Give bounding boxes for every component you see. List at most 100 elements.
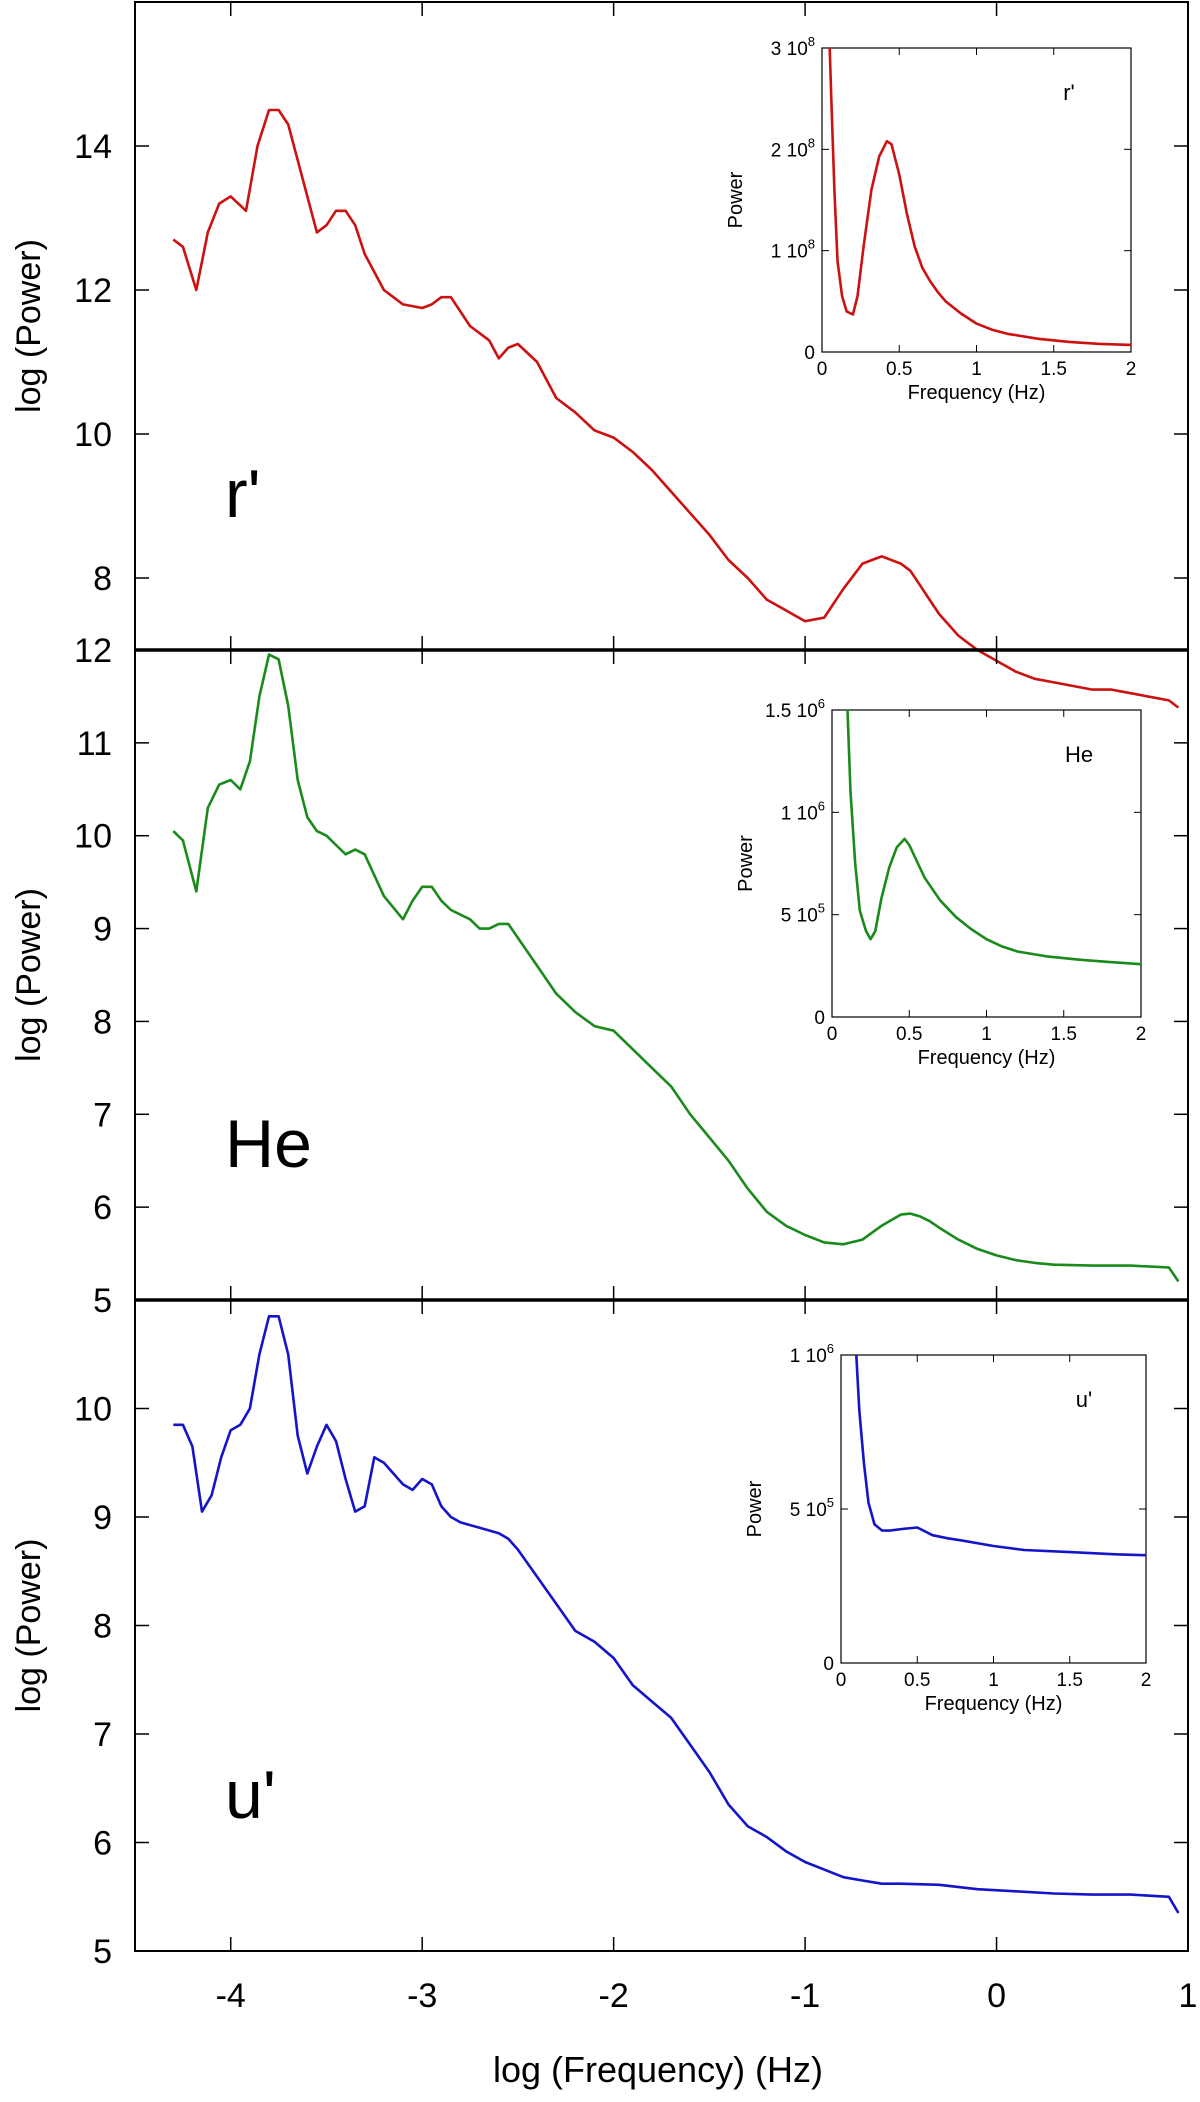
inset-y-tick-exponent: 5 bbox=[827, 1495, 834, 1510]
inset-y-tick-mantissa: 0 bbox=[823, 1654, 834, 1675]
inset-y-tick-label: 2 108 bbox=[771, 135, 815, 161]
inset-y-tick-exponent: 8 bbox=[808, 135, 815, 150]
x-tick-labels: -4 -3 -2 -1 0 1 bbox=[216, 1977, 1198, 2015]
y-tick-label: 7 bbox=[93, 1716, 112, 1754]
inset-y-axis-label: Power bbox=[725, 171, 747, 228]
inset-x-tick-label: 0.5 bbox=[896, 1024, 922, 1045]
y-tick-label: 8 bbox=[93, 1003, 112, 1041]
inset-y-tick-label: 1 108 bbox=[771, 237, 815, 263]
y-tick-label: 12 bbox=[74, 632, 112, 670]
inset-x-tick-label: 0 bbox=[827, 1024, 838, 1045]
y-axis-label: log (Power) bbox=[10, 1539, 48, 1713]
inset-y-tick-exponent: 8 bbox=[808, 237, 815, 252]
y-tick-label: 12 bbox=[74, 272, 112, 310]
x-tick-label: 0 bbox=[987, 1977, 1006, 2015]
inset-y-tick-mantissa: 5 10 bbox=[781, 906, 818, 927]
inset-series-line bbox=[828, 47, 1132, 347]
y-tick-label: 8 bbox=[93, 560, 112, 598]
inset-y-tick-label: 1 106 bbox=[781, 798, 825, 824]
inset-y-tick-label: 0 bbox=[814, 1008, 825, 1029]
y-tick-label: 9 bbox=[93, 911, 112, 949]
x-tick-label: -4 bbox=[216, 1977, 246, 2015]
inset-y-tick-exponent: 6 bbox=[818, 798, 825, 813]
inset-x-tick-label: 1 bbox=[981, 1024, 992, 1045]
y-tick-label: 10 bbox=[74, 416, 112, 454]
inset-x-tick-label: 0.5 bbox=[886, 359, 912, 380]
series-line-0 bbox=[172, 108, 1180, 709]
inset-y-axis-label: Power bbox=[735, 835, 757, 892]
inset-frame bbox=[840, 1354, 1147, 1664]
y-tick-label: 5 bbox=[93, 1933, 112, 1971]
x-tick-label: -2 bbox=[599, 1977, 629, 2015]
inset-frame bbox=[831, 709, 1142, 1018]
inset-x-tick-label: 0.5 bbox=[904, 1670, 930, 1691]
y-tick-label: 6 bbox=[93, 1189, 112, 1227]
inset-x-tick-label: 1 bbox=[971, 359, 982, 380]
inset-y-tick-label: 0 bbox=[804, 343, 815, 364]
inset-y-tick-label: 0 bbox=[823, 1654, 834, 1675]
inset-series-line bbox=[846, 709, 1142, 966]
inset-x-tick-label: 2 bbox=[1136, 1024, 1147, 1045]
x-tick-label: -3 bbox=[407, 1977, 437, 2015]
inset-y-axis-label: Power bbox=[744, 1480, 766, 1537]
inset-x-axis-label: Frequency (Hz) bbox=[918, 1047, 1056, 1069]
inset-y-tick-mantissa: 5 10 bbox=[790, 1500, 827, 1521]
inset-x-tick-label: 2 bbox=[1141, 1670, 1152, 1691]
inset-x-axis-label: Frequency (Hz) bbox=[925, 1693, 1063, 1715]
inset-y-tick-exponent: 6 bbox=[827, 1341, 834, 1356]
y-tick-label: 6 bbox=[93, 1825, 112, 1863]
y-tick-label: 8 bbox=[93, 1608, 112, 1646]
y-axis-label: log (Power) bbox=[10, 888, 48, 1062]
inset-x-tick-label: 1 bbox=[988, 1670, 999, 1691]
inset-y-tick-mantissa: 1 10 bbox=[781, 803, 818, 824]
inset-x-tick-label: 2 bbox=[1126, 359, 1137, 380]
panel-label: r' bbox=[225, 456, 261, 532]
y-tick-label: 10 bbox=[74, 818, 112, 856]
inset-x-tick-label: 1.5 bbox=[1041, 359, 1067, 380]
inset-x-tick-label: 1.5 bbox=[1057, 1670, 1083, 1691]
y-tick-label: 5 bbox=[93, 1282, 112, 1320]
inset-y-tick-mantissa: 3 10 bbox=[771, 39, 808, 60]
x-axis-label: log (Frequency) (Hz) bbox=[493, 2049, 823, 2090]
series-line-2 bbox=[173, 1315, 1180, 1914]
inset-y-tick-label: 3 108 bbox=[771, 34, 815, 60]
y-tick-label: 7 bbox=[93, 1096, 112, 1134]
inset-x-axis-label: Frequency (Hz) bbox=[908, 382, 1046, 404]
inset-y-tick-mantissa: 1 10 bbox=[790, 1346, 827, 1367]
x-tick-label: 1 bbox=[1179, 1977, 1198, 2015]
inset-x-tick-label: 0 bbox=[836, 1670, 847, 1691]
inset-x-tick-label: 1.5 bbox=[1051, 1024, 1077, 1045]
y-tick-label: 10 bbox=[74, 1391, 112, 1429]
inset-y-tick-mantissa: 1 10 bbox=[771, 242, 808, 263]
inset-name-label: He bbox=[1065, 742, 1093, 767]
inset-y-tick-exponent: 6 bbox=[818, 696, 825, 711]
inset-y-tick-mantissa: 0 bbox=[814, 1008, 825, 1029]
inset-y-tick-label: 5 105 bbox=[781, 901, 825, 927]
y-tick-label: 11 bbox=[77, 725, 112, 763]
x-tick-label: -1 bbox=[790, 1977, 820, 2015]
inset-y-tick-label: 1 106 bbox=[790, 1341, 834, 1367]
inset-y-tick-exponent: 5 bbox=[818, 901, 825, 916]
inset-y-tick-mantissa: 0 bbox=[804, 343, 815, 364]
inset-y-tick-mantissa: 1.5 10 bbox=[765, 701, 818, 722]
inset-y-tick-label: 1.5 106 bbox=[765, 696, 825, 722]
inset-series-line bbox=[855, 1354, 1147, 1557]
inset-x-tick-label: 0 bbox=[817, 359, 828, 380]
y-tick-label: 14 bbox=[74, 128, 112, 166]
inset-y-tick-mantissa: 2 10 bbox=[771, 140, 808, 161]
inset-y-tick-label: 5 105 bbox=[790, 1495, 834, 1521]
inset-name-label: u' bbox=[1076, 1387, 1092, 1412]
inset-y-tick-exponent: 8 bbox=[808, 34, 815, 49]
panel-label: He bbox=[225, 1106, 312, 1182]
panel-label: u' bbox=[225, 1757, 276, 1833]
series-line-1 bbox=[172, 653, 1180, 1283]
inset-name-label: r' bbox=[1063, 80, 1075, 105]
y-tick-label: 9 bbox=[93, 1499, 112, 1537]
inset-frame bbox=[821, 47, 1132, 353]
